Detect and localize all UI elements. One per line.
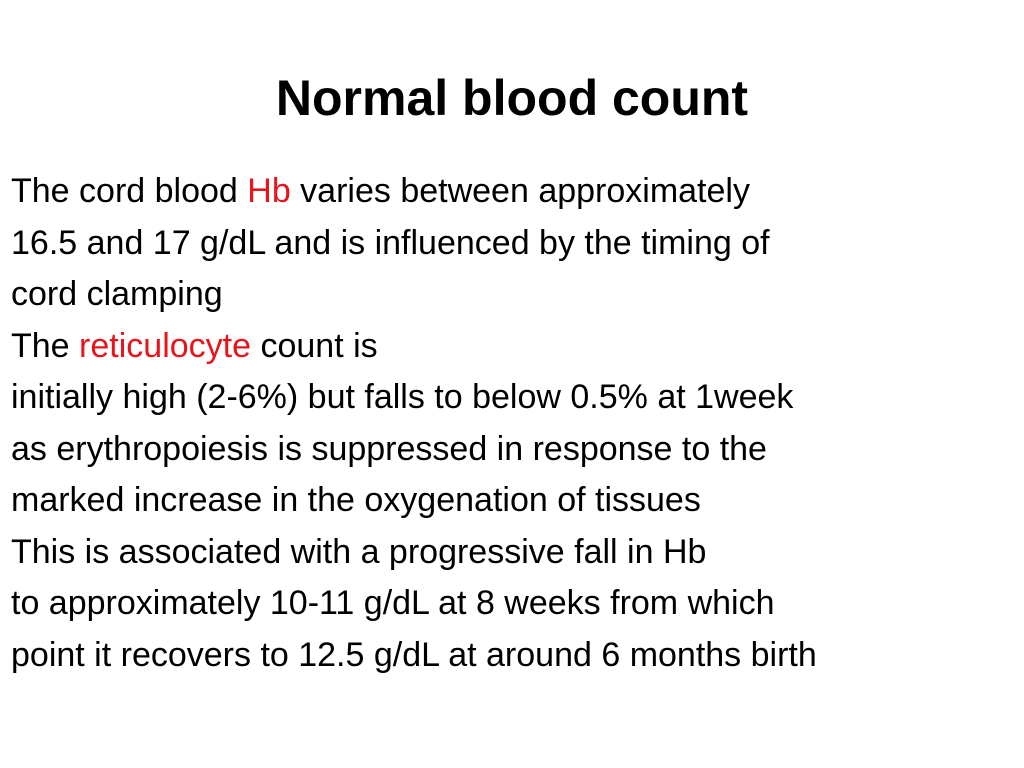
slide-body: The cord blood Hb varies between approxi…	[11, 166, 1011, 681]
body-line: to approximately 10-11 g/dL at 8 weeks f…	[11, 584, 775, 622]
line-text: count is	[251, 326, 378, 365]
body-line: The reticulocyte count is	[11, 321, 1011, 373]
body-line: initially high (2-6%) but falls to below…	[11, 378, 794, 416]
body-line: This is associated with a progressive fa…	[11, 532, 707, 571]
body-line: marked increase in the oxygenation of ti…	[11, 481, 701, 519]
highlight-term-hb: Hb	[247, 172, 291, 210]
body-line: The cord blood Hb varies between approxi…	[11, 166, 1011, 218]
line-text: The cord blood	[11, 172, 248, 210]
line-text: varies between approximately	[290, 172, 750, 210]
body-line: 16.5 and 17 g/dL and is influenced by th…	[11, 223, 770, 262]
slide-title: Normal blood count	[275, 70, 749, 126]
highlight-term-reticulocyte: reticulocyte	[79, 326, 252, 365]
body-line: as erythropoiesis is suppressed in respo…	[11, 429, 767, 468]
line-text: The	[11, 326, 80, 365]
body-line: point it recovers to 12.5 g/dL at around…	[11, 635, 817, 674]
body-line: cord clamping	[11, 275, 223, 313]
